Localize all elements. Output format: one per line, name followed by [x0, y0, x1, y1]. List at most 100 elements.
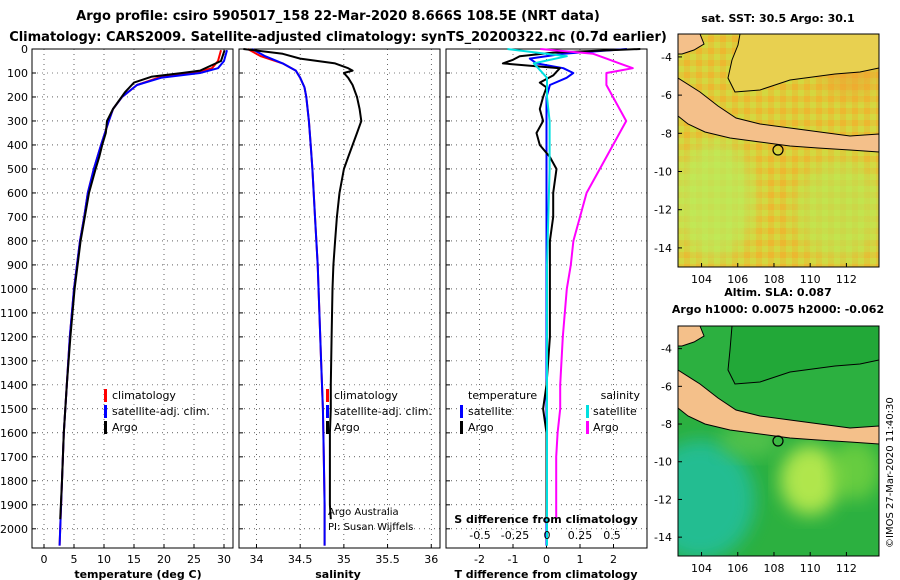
salinity-xlabel: salinity: [315, 568, 361, 580]
legend-climatology-swatch: [104, 389, 107, 402]
x-tick-label: 10: [97, 553, 111, 566]
legend-argo-swatch: [104, 421, 107, 434]
legend-argo-label: Argo: [112, 421, 138, 434]
map-lon-label: 110: [800, 562, 821, 575]
salinity-grid: [239, 48, 440, 548]
temperature-legend: climatology satellite-adj. clim. Argo: [104, 389, 210, 434]
legend-satellite-label: satellite-adj. clim.: [112, 405, 210, 418]
map-lon-label: 112: [836, 562, 857, 575]
series-line-argo: [59, 49, 226, 520]
depth-tick-label: 1100: [0, 307, 28, 320]
depth-tick-label: 1300: [0, 355, 28, 368]
map-lat-label: -8: [661, 127, 672, 140]
x-tick-label: 20: [157, 553, 171, 566]
x-tick-label: 15: [127, 553, 141, 566]
legend-s-satellite-label: satellite: [593, 405, 637, 418]
sla-map-panel: Altim. SLA: 0.087 Argo h1000: 0.0075 h20…: [654, 286, 884, 575]
x-tick-label: 30: [217, 553, 231, 566]
x-tick-label: 5: [71, 553, 78, 566]
s-tick-0-25: 0.25: [568, 529, 593, 542]
sla-map-frame: [677, 325, 880, 557]
map-lon-label: 112: [836, 273, 857, 286]
x-tick-label: 34: [249, 553, 263, 566]
map-lon-label: 104: [691, 273, 712, 286]
legend-s-argo-swatch: [586, 421, 589, 434]
depth-tick-label: 200: [7, 91, 28, 104]
difference-legend: temperature salinity satellite Argo sate…: [460, 389, 640, 434]
imos-credit: ©IMOS 27-Mar-2020 11:40:30: [885, 397, 896, 548]
x-tick-label: 35: [337, 553, 351, 566]
depth-tick-label: 600: [7, 187, 28, 200]
sst-cool-patch: [795, 160, 879, 260]
map-lat-label: -12: [654, 204, 672, 217]
borneo-coast: [727, 34, 879, 93]
salinity-panel: 34 34.5 35 35.5 36 salinity climatology sate…: [238, 48, 441, 580]
x-tick-label: -2: [474, 553, 485, 566]
s-difference-label: S difference from climatology: [454, 513, 638, 526]
legend-climatology-label: climatology: [334, 389, 398, 402]
map-lat-label: -10: [654, 456, 672, 469]
map-lat-label: -14: [654, 242, 672, 255]
title-line-1: Argo profile: csiro 5905017_158 22-Mar-2…: [76, 9, 600, 24]
depth-tick-label: 400: [7, 139, 28, 152]
salinity-axes-frame: [238, 48, 441, 549]
legend-s-satellite-swatch: [586, 405, 589, 418]
annotation-argo-australia: Argo Australia: [328, 507, 399, 518]
series-line-t-satellite: [528, 48, 627, 546]
depth-tick-label: 0: [21, 43, 28, 56]
depth-tick-label: 500: [7, 163, 28, 176]
depth-tick-label: 1500: [0, 403, 28, 416]
map-lat-label: -10: [654, 166, 672, 179]
java-land: [678, 369, 879, 445]
map-lon-label: 106: [727, 562, 748, 575]
map-lat-label: -4: [661, 343, 672, 356]
legend-satellite-label: satellite-adj. clim.: [334, 405, 432, 418]
depth-tick-label: 2000: [0, 523, 28, 536]
sst-map-image: [678, 34, 879, 267]
depth-tick-label: 1800: [0, 475, 28, 488]
sst-map-panel: sat. SST: 30.5 Argo: 30.1 104 106 108 110 11…: [654, 12, 880, 286]
x-tick-label: -1: [508, 553, 519, 566]
map-lon-label: 104: [691, 562, 712, 575]
legend-t-satellite-label: satellite: [468, 405, 512, 418]
map-lon-label: 108: [763, 562, 784, 575]
sst-map-ticks: 104 106 108 110 112 -4 -6 -8 -10 -12 -14: [654, 51, 857, 286]
salinity-series: [243, 48, 363, 546]
sla-map-ticks: 104 106 108 110 112 -4 -6 -8 -10 -12 -14: [654, 343, 857, 575]
x-tick-label: 36: [424, 553, 438, 566]
depth-tick-label: 1600: [0, 427, 28, 440]
series-line-climatology: [247, 48, 326, 546]
s-tick-0: 0: [544, 529, 551, 542]
map-lat-label: -6: [661, 380, 672, 393]
argo-float-marker: [772, 144, 784, 156]
map-lat-label: -4: [661, 51, 672, 64]
series-line-t-argo: [501, 48, 641, 520]
sla-map-title: Altim. SLA: 0.087: [724, 286, 831, 299]
x-tick-label: 1: [577, 553, 584, 566]
sst-map-title: sat. SST: 30.5 Argo: 30.1: [701, 12, 854, 25]
legend-s-argo-label: Argo: [593, 421, 619, 434]
temperature-grid: [32, 48, 233, 548]
temperature-series: [58, 49, 228, 546]
sst-map-frame: [677, 33, 880, 268]
sst-cool-patch: [678, 140, 755, 260]
depth-tick-label: 900: [7, 259, 28, 272]
depth-tick-label: 300: [7, 115, 28, 128]
salinity-legend: climatology satellite-adj. clim. Argo: [326, 389, 432, 434]
depth-tick-label: 800: [7, 235, 28, 248]
difference-panel: -2 -1 0 1 2 T difference from climatology te…: [445, 48, 648, 580]
sla-map-subtitle: Argo h1000: 0.0075 h2000: -0.062: [672, 303, 884, 316]
difference-tick-labels: -2 -1 0 1 2: [474, 553, 617, 566]
sla-low-patch: [678, 440, 755, 556]
sla-map-image: [678, 326, 879, 556]
series-line-s-argo: [540, 48, 634, 520]
s-tick-neg-0-25: -0.25: [501, 529, 529, 542]
map-lat-label: -12: [654, 493, 672, 506]
t-difference-xlabel: T difference from climatology: [454, 568, 637, 580]
series-line-satellite-adj-clim-: [58, 49, 228, 546]
difference-series: [501, 48, 641, 546]
legend-climatology-label: climatology: [112, 389, 176, 402]
legend-temperature-title: temperature: [468, 389, 537, 402]
depth-tick-label: 1000: [0, 283, 28, 296]
